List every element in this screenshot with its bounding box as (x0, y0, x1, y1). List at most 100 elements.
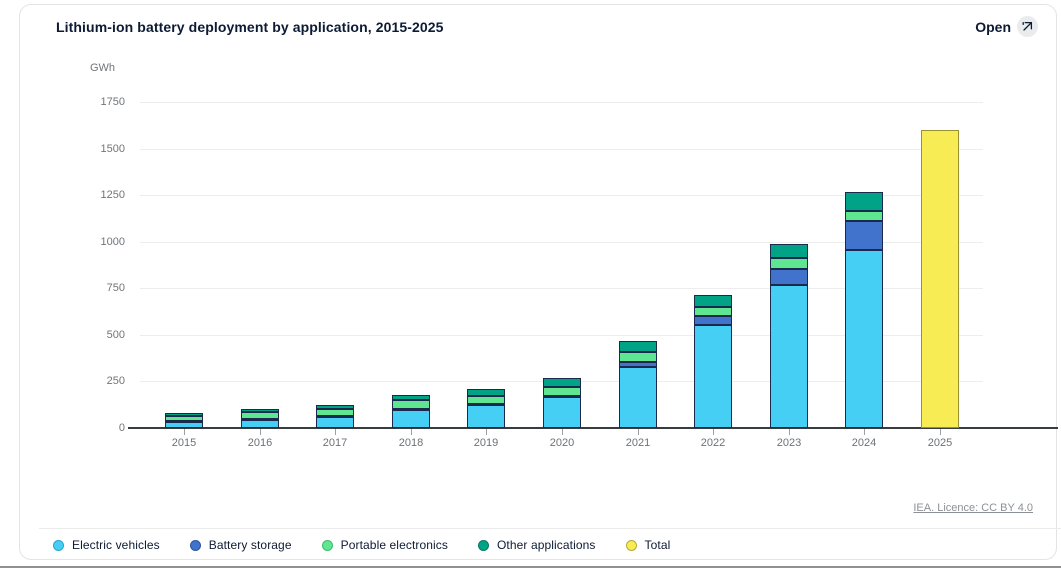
legend-divider (39, 528, 1061, 529)
x-tick-label-2025: 2025 (927, 437, 953, 449)
x-tick-2015 (184, 429, 185, 435)
bar-2016-battery-storage[interactable] (241, 419, 279, 421)
bar-2018-battery-storage[interactable] (392, 409, 430, 411)
bar-2021-other-applications[interactable] (619, 341, 657, 352)
bar-2019-other-applications[interactable] (467, 389, 505, 396)
chart-title: Lithium-ion battery deployment by applic… (56, 19, 444, 35)
gridline-1750 (140, 102, 983, 103)
bar-2023-battery-storage[interactable] (770, 269, 808, 285)
bar-2018-other-applications[interactable] (392, 395, 430, 400)
bar-2018-electric-vehicles[interactable] (392, 409, 430, 428)
x-tick-2018 (411, 429, 412, 435)
x-tick-label-2021: 2021 (625, 437, 651, 449)
y-tick-label-0: 0 (118, 422, 125, 434)
bar-2020-electric-vehicles[interactable] (543, 397, 581, 428)
gridline-500 (140, 335, 983, 336)
bar-2021-portable-electronics[interactable] (619, 352, 657, 362)
x-tick-2020 (562, 429, 563, 435)
legend-dot (321, 539, 333, 551)
legend-dot (478, 539, 489, 551)
bar-2020-battery-storage[interactable] (543, 396, 581, 398)
y-tick-label-250: 250 (106, 375, 125, 387)
y-tick-label-500: 500 (106, 329, 125, 341)
legend-label: Other applications (497, 538, 596, 552)
bar-2019-portable-electronics[interactable] (467, 396, 505, 404)
legend: Electric vehicles Battery storage Portable… (53, 538, 670, 552)
bottom-divider (0, 566, 1061, 568)
x-tick-2021 (638, 429, 639, 435)
bar-2019-battery-storage[interactable] (467, 404, 505, 406)
y-tick-label-1000: 1000 (100, 236, 125, 248)
gridline-1250 (140, 195, 983, 196)
bar-2022-battery-storage[interactable] (694, 316, 732, 325)
bar-2024-other-applications[interactable] (845, 192, 883, 211)
bar-2020-portable-electronics[interactable] (543, 387, 581, 396)
open-button[interactable]: Open (975, 16, 1038, 37)
x-tick-2016 (260, 429, 261, 435)
bar-2019-electric-vehicles[interactable] (467, 405, 505, 428)
bar-2024-electric-vehicles[interactable] (845, 250, 883, 428)
y-axis-unit-label: GWh (89, 62, 115, 74)
attribution-link[interactable]: IEA. Licence: CC BY 4.0 (913, 502, 1033, 514)
bar-2020-other-applications[interactable] (543, 378, 581, 387)
legend-item-electric-vehicles[interactable]: Electric vehicles (53, 538, 160, 552)
gridline-1000 (140, 242, 983, 243)
x-tick-label-2024: 2024 (851, 437, 877, 449)
x-tick-label-2018: 2018 (398, 437, 424, 449)
legend-dot (625, 539, 637, 551)
x-tick-label-2019: 2019 (473, 437, 499, 449)
bar-2024-portable-electronics[interactable] (845, 211, 883, 221)
bar-2022-portable-electronics[interactable] (694, 307, 732, 316)
bar-2016-portable-electronics[interactable] (241, 412, 279, 419)
x-tick-2024 (864, 429, 865, 435)
bar-2016-other-applications[interactable] (241, 409, 279, 412)
chart-card: Lithium-ion battery deployment by applic… (19, 4, 1061, 560)
bar-2023-portable-electronics[interactable] (770, 258, 808, 269)
bar-2017-battery-storage[interactable] (316, 416, 354, 418)
y-tick-label-1250: 1250 (100, 189, 125, 201)
legend-dot (189, 539, 201, 551)
x-tick-label-2015: 2015 (171, 437, 197, 449)
x-tick-2025 (940, 429, 941, 435)
bar-2015-portable-electronics[interactable] (165, 416, 203, 421)
bar-2017-other-applications[interactable] (316, 405, 354, 409)
legend-label: Portable electronics (340, 538, 448, 552)
bar-2015-battery-storage[interactable] (165, 421, 203, 423)
bar-2017-portable-electronics[interactable] (316, 409, 354, 416)
y-tick-label-750: 750 (106, 282, 125, 294)
bar-2023-other-applications[interactable] (770, 244, 808, 258)
x-tick-label-2020: 2020 (549, 437, 575, 449)
legend-item-battery-storage[interactable]: Battery storage (189, 538, 292, 552)
legend-dot (53, 539, 64, 551)
bar-2018-portable-electronics[interactable] (392, 400, 430, 409)
bar-2022-other-applications[interactable] (694, 295, 732, 307)
bar-2015-other-applications[interactable] (165, 413, 203, 416)
bar-2024-battery-storage[interactable] (845, 221, 883, 250)
legend-item-other-applications[interactable]: Other applications (478, 538, 596, 552)
bar-2017-electric-vehicles[interactable] (316, 417, 354, 428)
y-tick-label-1500: 1500 (100, 143, 125, 155)
x-tick-label-2022: 2022 (700, 437, 726, 449)
y-tick-label-1750: 1750 (100, 96, 125, 108)
gridline-1500 (140, 149, 983, 150)
x-tick-2022 (713, 429, 714, 435)
open-external-icon (1017, 16, 1038, 37)
bar-2023-electric-vehicles[interactable] (770, 285, 808, 428)
legend-item-total[interactable]: Total (625, 538, 671, 552)
legend-label: Total (644, 538, 671, 552)
x-tick-label-2023: 2023 (776, 437, 802, 449)
x-tick-label-2017: 2017 (322, 437, 348, 449)
x-tick-label-2016: 2016 (247, 437, 273, 449)
bar-2021-battery-storage[interactable] (619, 362, 657, 367)
bar-2021-electric-vehicles[interactable] (619, 367, 657, 428)
x-tick-2017 (335, 429, 336, 435)
x-axis-line (128, 427, 1058, 429)
x-tick-2019 (486, 429, 487, 435)
bar-2022-electric-vehicles[interactable] (694, 325, 732, 428)
legend-label: Electric vehicles (72, 538, 160, 552)
x-tick-2023 (789, 429, 790, 435)
legend-label: Battery storage (208, 538, 292, 552)
bar-2025-total[interactable] (921, 130, 959, 428)
legend-item-portable-electronics[interactable]: Portable electronics (321, 538, 448, 552)
